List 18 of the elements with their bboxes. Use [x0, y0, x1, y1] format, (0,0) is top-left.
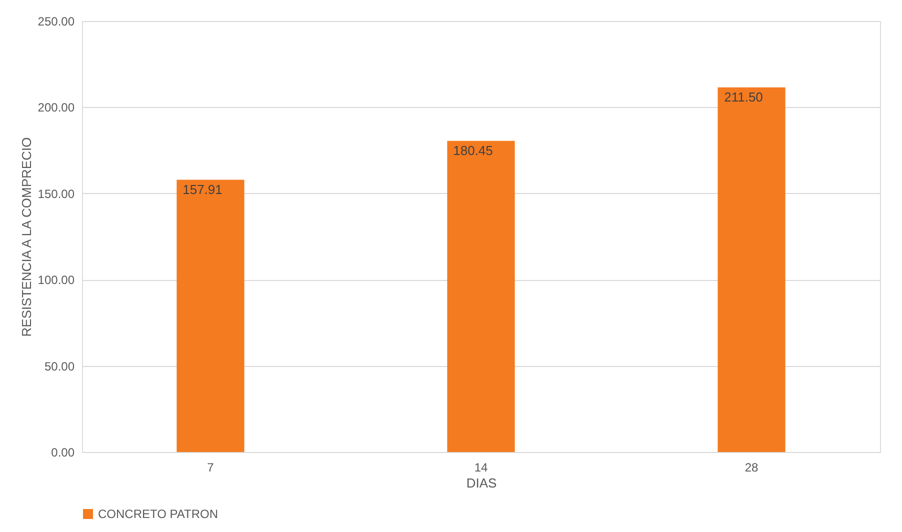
- x-tick-label: 28: [744, 460, 759, 474]
- y-tick-label: 50.00: [44, 359, 75, 374]
- y-tick-label: 100.00: [38, 273, 75, 288]
- y-axis-title: RESISTENCIA A LA COMPRECIO: [18, 137, 34, 337]
- data-label: 180.45: [453, 142, 493, 158]
- x-axis-title: DIAS: [466, 476, 497, 490]
- data-label: 211.50: [724, 89, 763, 104]
- legend-label: CONCRETO PATRON: [98, 507, 218, 521]
- x-tick-label: 7: [207, 460, 214, 474]
- y-tick-label: 250.00: [38, 14, 75, 28]
- y-tick-label: 200.00: [38, 100, 75, 115]
- y-tick-label: 150.00: [38, 186, 75, 201]
- data-label: 157.91: [182, 182, 222, 197]
- x-tick-label: 14: [474, 460, 488, 474]
- bar: [447, 140, 515, 452]
- bar: [176, 180, 244, 452]
- y-tick-label: 0.00: [51, 446, 75, 460]
- bar: [718, 87, 786, 452]
